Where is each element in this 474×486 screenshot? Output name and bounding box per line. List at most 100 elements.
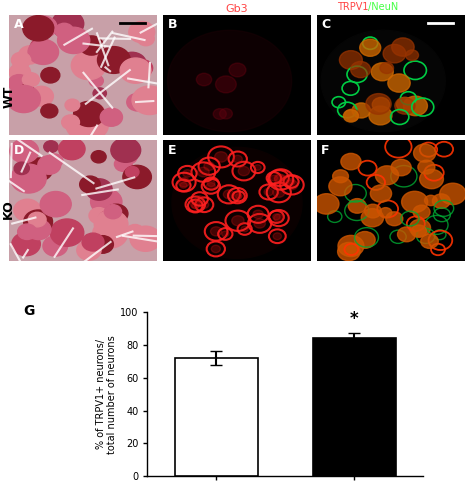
Circle shape	[29, 87, 54, 106]
Circle shape	[361, 208, 383, 227]
Circle shape	[132, 86, 167, 115]
Circle shape	[208, 180, 215, 187]
Circle shape	[287, 179, 295, 185]
Circle shape	[93, 88, 106, 99]
Circle shape	[204, 162, 214, 171]
Circle shape	[401, 191, 428, 212]
Circle shape	[104, 204, 128, 224]
Circle shape	[104, 205, 121, 219]
Circle shape	[371, 63, 393, 81]
Circle shape	[7, 86, 40, 113]
Circle shape	[197, 167, 209, 177]
Circle shape	[264, 188, 273, 196]
Circle shape	[365, 204, 381, 218]
Circle shape	[52, 11, 84, 37]
Circle shape	[379, 208, 392, 218]
Circle shape	[28, 39, 59, 65]
Circle shape	[255, 165, 261, 170]
Circle shape	[92, 220, 128, 248]
Circle shape	[274, 214, 284, 222]
Circle shape	[50, 219, 84, 246]
Circle shape	[180, 182, 187, 188]
Text: WT: WT	[2, 86, 15, 108]
Circle shape	[100, 108, 122, 126]
Circle shape	[18, 224, 36, 240]
Circle shape	[398, 227, 416, 242]
Circle shape	[111, 138, 141, 162]
Circle shape	[65, 99, 80, 111]
Text: *: *	[350, 310, 358, 328]
Circle shape	[9, 64, 30, 81]
Circle shape	[386, 212, 403, 226]
Circle shape	[76, 113, 108, 139]
Circle shape	[273, 188, 285, 197]
Circle shape	[77, 241, 101, 260]
Text: E: E	[168, 144, 176, 157]
Circle shape	[126, 225, 144, 240]
Circle shape	[222, 231, 229, 237]
Text: A: A	[14, 18, 24, 31]
Circle shape	[89, 75, 103, 87]
Circle shape	[114, 157, 132, 172]
Circle shape	[98, 210, 120, 228]
Circle shape	[419, 169, 443, 189]
Circle shape	[132, 59, 153, 77]
Circle shape	[129, 21, 155, 43]
Polygon shape	[172, 147, 302, 259]
Circle shape	[41, 104, 58, 118]
Circle shape	[92, 236, 113, 253]
Circle shape	[337, 243, 360, 261]
Circle shape	[196, 73, 212, 86]
Circle shape	[241, 226, 248, 232]
Text: F: F	[321, 144, 330, 157]
Text: KO: KO	[2, 199, 15, 219]
Circle shape	[178, 177, 190, 187]
Circle shape	[215, 152, 228, 162]
Circle shape	[333, 170, 348, 183]
Circle shape	[403, 96, 428, 116]
Circle shape	[52, 14, 81, 38]
Circle shape	[66, 112, 100, 139]
Bar	[175, 358, 258, 476]
Circle shape	[139, 98, 153, 110]
Circle shape	[59, 138, 85, 160]
Circle shape	[9, 75, 29, 92]
Text: B: B	[168, 18, 177, 31]
Circle shape	[19, 85, 34, 96]
Circle shape	[130, 226, 161, 251]
Circle shape	[216, 76, 236, 93]
Text: C: C	[321, 18, 330, 31]
Circle shape	[62, 115, 80, 129]
Circle shape	[19, 46, 41, 64]
Circle shape	[410, 219, 430, 237]
Circle shape	[91, 189, 122, 214]
Circle shape	[17, 142, 29, 152]
Circle shape	[120, 58, 151, 83]
Circle shape	[254, 219, 265, 228]
Circle shape	[236, 194, 242, 199]
Circle shape	[411, 225, 427, 237]
Circle shape	[123, 165, 151, 189]
Circle shape	[94, 210, 128, 238]
Circle shape	[200, 201, 209, 208]
Circle shape	[119, 149, 135, 161]
Circle shape	[210, 227, 222, 236]
Text: /NeuN: /NeuN	[368, 2, 399, 12]
Circle shape	[392, 38, 414, 56]
Circle shape	[137, 32, 154, 46]
Circle shape	[191, 203, 199, 208]
Circle shape	[329, 177, 352, 196]
Circle shape	[38, 156, 61, 174]
Circle shape	[118, 52, 146, 76]
Circle shape	[10, 139, 38, 163]
Circle shape	[91, 105, 104, 116]
Circle shape	[273, 214, 280, 220]
Circle shape	[120, 150, 137, 164]
Circle shape	[360, 39, 381, 56]
Circle shape	[366, 94, 391, 114]
Title: Gb3: Gb3	[226, 4, 248, 14]
Circle shape	[206, 183, 215, 190]
Circle shape	[43, 236, 68, 256]
Circle shape	[418, 160, 435, 174]
Circle shape	[238, 166, 250, 176]
